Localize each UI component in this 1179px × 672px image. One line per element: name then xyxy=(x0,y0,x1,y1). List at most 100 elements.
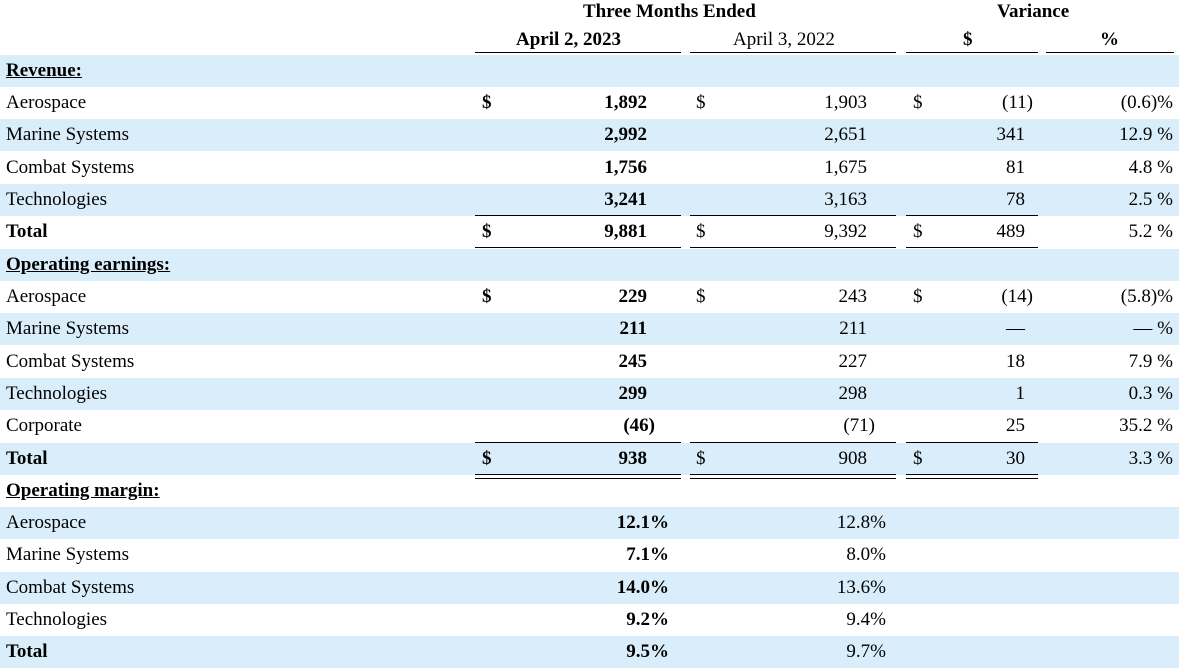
variance-percent-value: (0.6)% xyxy=(1120,92,1173,113)
current-value: 12.1% xyxy=(616,512,669,533)
currency-symbol: $ xyxy=(913,448,923,469)
subtotal-rule xyxy=(906,215,1038,216)
prior-value: 9,392 xyxy=(824,221,867,242)
current-value: (46) xyxy=(623,415,655,436)
table-row: Corporate (46) (71) 25 35.2 % xyxy=(0,410,1179,442)
header-underline-current xyxy=(475,52,681,53)
table-row: Technologies 299 298 1 0.3 % xyxy=(0,378,1179,410)
total-double-rule xyxy=(906,474,1038,479)
current-value: 938 xyxy=(618,448,648,469)
variance-dollar-value: 341 xyxy=(996,124,1026,145)
current-value: 9,881 xyxy=(604,221,647,242)
currency-symbol: $ xyxy=(696,286,706,307)
prior-value: 243 xyxy=(838,286,868,307)
prior-value: 12.8% xyxy=(836,512,886,533)
prior-value: (71) xyxy=(843,415,875,436)
current-value: 7.1% xyxy=(626,544,669,565)
row-label: Technologies xyxy=(6,383,108,404)
three-months-ended-heading: Three Months Ended xyxy=(583,1,756,22)
prior-value: 3,163 xyxy=(824,189,867,210)
prior-value: 13.6% xyxy=(836,577,886,598)
variance-dollar-value: 18 xyxy=(1006,351,1025,372)
current-value: 3,241 xyxy=(604,189,647,210)
prior-value: 8.0% xyxy=(846,544,886,565)
variance-percent-value: 5.2 % xyxy=(1128,221,1173,242)
section-row-operating-margin: Operating margin: xyxy=(0,475,1179,507)
table-row: Aerospace $ 229 $ 243 $ (14) (5.8)% xyxy=(0,281,1179,313)
variance-percent-header: % xyxy=(1100,29,1119,50)
current-value: 9.2% xyxy=(626,609,669,630)
row-label: Technologies xyxy=(6,189,108,210)
variance-percent-value: 3.3 % xyxy=(1128,448,1173,469)
variance-percent-value: 4.8 % xyxy=(1128,157,1173,178)
currency-symbol: $ xyxy=(913,221,923,242)
currency-symbol: $ xyxy=(482,286,492,307)
table-row: Technologies 3,241 3,163 78 2.5 % xyxy=(0,184,1179,216)
variance-percent-value: 7.9 % xyxy=(1128,351,1173,372)
prior-value: 227 xyxy=(838,351,868,372)
row-label: Technologies xyxy=(6,609,108,630)
currency-symbol: $ xyxy=(696,448,706,469)
variance-dollar-value: — xyxy=(1006,318,1025,339)
variance-heading: Variance xyxy=(997,1,1070,22)
row-label: Marine Systems xyxy=(6,318,129,339)
subtotal-rule xyxy=(690,442,896,443)
currency-symbol: $ xyxy=(913,92,923,113)
table-row: Marine Systems 211 211 — — % xyxy=(0,313,1179,345)
table-row: Technologies 9.2% 9.4% xyxy=(0,604,1179,636)
row-label: Combat Systems xyxy=(6,351,135,372)
currency-symbol: $ xyxy=(696,221,706,242)
row-label: Marine Systems xyxy=(6,544,129,565)
header-underline-variance-percent xyxy=(1046,52,1174,53)
variance-percent-value: (5.8)% xyxy=(1120,286,1173,307)
table-row: Combat Systems 14.0% 13.6% xyxy=(0,572,1179,604)
table-row: Combat Systems 1,756 1,675 81 4.8 % xyxy=(0,152,1179,184)
current-value: 14.0% xyxy=(616,577,669,598)
subtotal-rule xyxy=(906,442,1038,443)
table-row: Aerospace $ 1,892 $ 1,903 $ (11) (0.6)% xyxy=(0,87,1179,119)
row-label: Combat Systems xyxy=(6,157,135,178)
variance-dollar-value: 1 xyxy=(1015,383,1026,404)
current-value: 229 xyxy=(618,286,648,307)
prior-value: 2,651 xyxy=(824,124,867,145)
prior-value: 298 xyxy=(838,383,868,404)
table-row: Marine Systems 2,992 2,651 341 12.9 % xyxy=(0,119,1179,151)
variance-percent-value: 35.2 % xyxy=(1119,415,1173,436)
variance-percent-value: — % xyxy=(1133,318,1173,339)
header-underline-prior xyxy=(690,52,896,53)
column-header-april-3-2022: April 3, 2022 xyxy=(733,29,835,50)
prior-value: 1,675 xyxy=(824,157,867,178)
header-underline-variance-dollar xyxy=(906,52,1038,53)
variance-dollar-value: 81 xyxy=(1006,157,1025,178)
table-row: Aerospace 12.1% 12.8% xyxy=(0,507,1179,539)
column-header-april-2-2023: April 2, 2023 xyxy=(516,29,622,50)
table-row-total: Total 9.5% 9.7% xyxy=(0,636,1179,668)
row-label: Aerospace xyxy=(6,92,87,113)
variance-percent-value: 12.9 % xyxy=(1119,124,1173,145)
table-row: Combat Systems 245 227 18 7.9 % xyxy=(0,346,1179,378)
total-double-rule xyxy=(690,474,896,479)
variance-dollar-value: 489 xyxy=(996,221,1026,242)
current-value: 211 xyxy=(619,318,647,339)
variance-dollar-value: (11) xyxy=(1002,92,1033,113)
prior-value: 9.4% xyxy=(846,609,886,630)
total-double-rule xyxy=(475,474,681,479)
row-label: Combat Systems xyxy=(6,577,135,598)
prior-value: 211 xyxy=(839,318,867,339)
row-label: Aerospace xyxy=(6,512,87,533)
row-label: Corporate xyxy=(6,415,82,436)
currency-symbol: $ xyxy=(482,221,492,242)
row-label: Aerospace xyxy=(6,286,87,307)
section-title-operating-earnings: Operating earnings: xyxy=(6,254,171,275)
current-value: 9.5% xyxy=(626,641,669,662)
prior-value: 908 xyxy=(838,448,868,469)
variance-dollar-header: $ xyxy=(963,29,973,50)
variance-dollar-value: (14) xyxy=(1001,286,1033,307)
currency-symbol: $ xyxy=(913,286,923,307)
row-label: Total xyxy=(6,641,48,662)
prior-value: 1,903 xyxy=(824,92,867,113)
section-title-operating-margin: Operating margin: xyxy=(6,480,160,501)
variance-dollar-value: 78 xyxy=(1006,189,1025,210)
subtotal-rule xyxy=(475,442,681,443)
currency-symbol: $ xyxy=(696,92,706,113)
